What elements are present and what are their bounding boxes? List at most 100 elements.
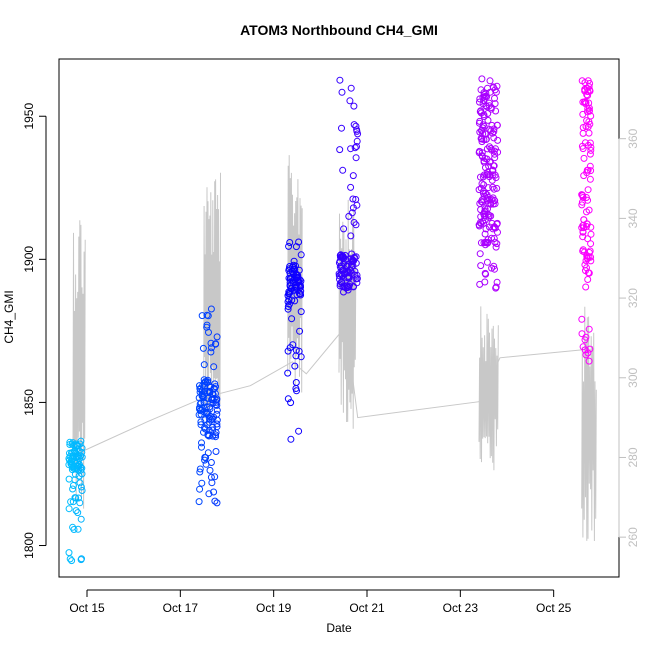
y2-tick-label: 320 [626,288,640,308]
data-point [586,345,594,353]
data-point [213,420,221,428]
x-axis: Oct 15 Oct 17 Oct 19 Oct 21 Oct 23 Oct 25 [69,589,572,615]
data-point [494,228,501,236]
data-point [196,485,204,493]
data-point [285,242,293,250]
data-point [201,425,209,433]
data-point [352,122,360,130]
data-point [483,171,491,179]
data-point [197,399,205,407]
data-point [482,225,490,233]
data-point [352,196,360,203]
data-point [481,205,489,213]
data-point [484,116,492,124]
data-point [66,555,74,563]
data-point [587,112,595,120]
data-point [493,121,501,129]
data-point [585,129,593,137]
data-point [489,194,497,202]
data-point [350,219,358,226]
data-point [75,494,82,502]
data-point [74,452,82,460]
y2-tick-label: 360 [626,128,640,148]
data-point [490,185,498,193]
data-point [475,222,483,230]
altitude-spike-5 [581,306,597,542]
data-point [198,443,205,451]
data-point [208,479,216,487]
data-point [480,239,488,247]
data-point [200,361,208,369]
data-point [286,239,294,246]
data-point [287,285,295,293]
chart-title: ATOM3 Northbound CH4_GMI [240,22,438,38]
x-axis-label: Date [326,621,352,635]
data-point [350,254,358,262]
data-point [578,201,586,209]
altitude-spike-0 [72,220,86,509]
data-point [74,509,82,517]
data-point [481,278,489,286]
data-point [69,498,77,506]
y-axis-left: 1800 1850 1900 1950 [22,103,47,559]
x-tick-label: Oct 23 [443,601,479,615]
data-point [476,250,484,258]
data-point [291,283,299,291]
data-point [581,79,589,87]
data-point [204,394,212,402]
data-point [196,465,204,473]
data-point [340,225,348,233]
data-point [350,121,358,129]
data-point [284,305,292,313]
data-point [293,387,300,395]
data-point [478,135,486,143]
data-point [491,94,498,102]
data-point [587,253,595,261]
data-point [578,315,586,323]
y-axis-label: CH4_GMI [2,290,16,343]
data-point [72,507,80,515]
y-tick-label: 1800 [22,532,36,559]
data-point [353,137,361,145]
y-tick-label: 1950 [22,103,36,130]
data-point [207,459,215,466]
data-point [493,220,501,228]
data-point [212,429,220,437]
data-point [476,108,484,116]
data-point [207,348,215,356]
data-point [491,86,499,94]
data-point [492,145,499,153]
data-point [287,435,295,443]
data-point [195,498,203,506]
data-point [337,270,345,278]
data-point [340,259,348,267]
data-point [70,526,78,533]
data-point [489,183,497,191]
data-point [583,108,591,116]
data-point [579,246,587,254]
data-point [352,221,360,229]
data-point [491,154,499,162]
data-point [480,187,487,195]
y2-tick-label: 260 [626,527,640,547]
data-point [483,258,491,266]
data-point [345,212,353,220]
data-point [488,121,496,129]
y-axis-right: 260 280 300 320 340 360 [618,128,640,547]
data-point [347,183,355,191]
data-point [336,252,344,259]
data-point [77,556,85,564]
data-point [586,150,594,158]
data-point [485,162,493,170]
y-tick-label: 1900 [22,246,36,273]
data-point [585,325,593,333]
data-point [202,378,210,386]
data-point [68,557,76,565]
data-point [205,490,213,498]
data-point [584,235,592,243]
data-point [582,283,590,291]
data-point [198,479,206,487]
data-point [349,204,357,212]
data-point [344,286,352,294]
altitude-line [77,324,594,454]
